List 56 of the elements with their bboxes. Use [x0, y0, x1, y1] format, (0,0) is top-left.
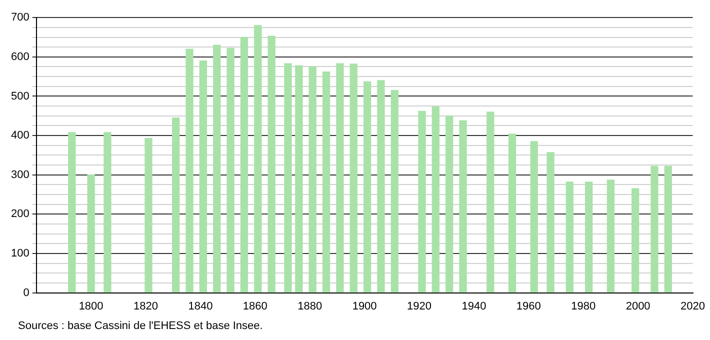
bar	[284, 63, 292, 293]
bar	[486, 112, 494, 293]
x-tick-label: 2020	[680, 300, 706, 312]
y-tick-label: 600	[10, 50, 30, 63]
bar	[650, 166, 658, 293]
y-tick-label: 700	[10, 12, 30, 24]
bar	[432, 106, 440, 293]
x-tick-label: 1840	[188, 300, 213, 312]
y-tick-label: 400	[10, 130, 30, 142]
bar	[363, 81, 372, 293]
bar	[268, 36, 276, 293]
bar	[664, 166, 672, 293]
bar	[68, 132, 76, 293]
bar	[104, 132, 112, 293]
bar	[377, 80, 385, 293]
x-tick-label: 1980	[571, 300, 596, 312]
bar	[508, 134, 516, 293]
bar	[566, 182, 574, 293]
bar	[226, 48, 234, 293]
x-tick-label: 1960	[516, 300, 541, 312]
bar	[87, 174, 95, 293]
bar	[186, 48, 194, 293]
x-tick-label: 1900	[352, 300, 377, 312]
bar	[322, 72, 330, 293]
x-tick-label: 1920	[407, 300, 432, 312]
x-tick-label: 1800	[78, 300, 104, 312]
bar	[546, 152, 554, 293]
bar	[254, 25, 262, 293]
x-tick-label: 1820	[134, 300, 158, 312]
bar	[459, 120, 467, 293]
bar	[446, 116, 454, 293]
y-tick-label: 200	[10, 208, 30, 220]
y-tick-label: 100	[10, 248, 30, 260]
y-tick-label: 300	[10, 168, 30, 181]
x-tick-label: 2000	[626, 300, 650, 312]
x-tick-label: 1860	[242, 300, 268, 312]
bar	[199, 60, 208, 293]
x-tick-label: 1940	[462, 300, 486, 312]
bar	[390, 90, 398, 293]
source-note: Sources : base Cassini de l'EHESS et base Insee.	[18, 320, 264, 332]
y-tick-label: 0	[23, 286, 30, 299]
bar	[585, 182, 593, 293]
bar	[418, 110, 426, 293]
bar	[632, 188, 640, 293]
bar	[308, 66, 316, 293]
bar	[144, 138, 152, 293]
x-tick-label: 1880	[298, 300, 322, 312]
bar	[213, 44, 221, 293]
bar	[172, 118, 180, 293]
bar	[336, 63, 344, 293]
bar	[350, 64, 358, 293]
bar	[606, 180, 615, 293]
bar	[530, 141, 538, 293]
bar	[240, 36, 248, 293]
y-tick-label: 500	[10, 90, 30, 102]
bar	[295, 65, 303, 293]
